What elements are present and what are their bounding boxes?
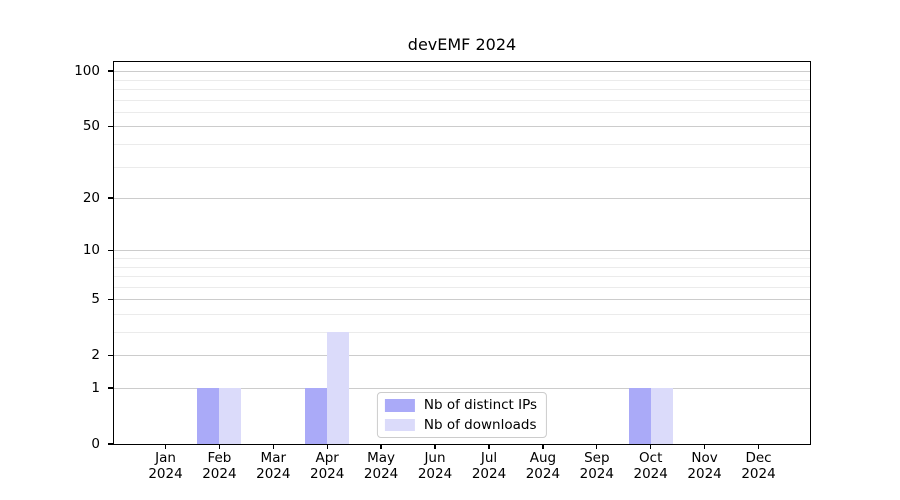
x-axis-tick	[326, 444, 328, 449]
y-axis-tick-label: 20	[82, 189, 100, 206]
gridline-minor	[114, 111, 810, 113]
legend-item-distinct-ips: Nb of distinct IPs	[384, 397, 538, 414]
x-axis-tick-label: Nov 2024	[687, 450, 722, 482]
gridline-major	[114, 355, 810, 357]
legend-swatch-downloads	[384, 418, 415, 431]
x-axis-tick	[380, 444, 382, 449]
x-axis-tick	[703, 444, 706, 449]
gridline-major	[114, 388, 810, 389]
y-axis-tick	[108, 197, 113, 199]
x-axis-tick	[434, 444, 436, 449]
gridline-minor	[114, 276, 810, 277]
y-axis-tick	[108, 298, 113, 300]
x-axis-tick-label: Dec 2024	[741, 450, 776, 482]
gridline-minor	[114, 143, 810, 145]
x-axis-tick	[596, 444, 598, 449]
x-axis-tick	[218, 444, 221, 449]
bar-downloads	[327, 332, 350, 444]
x-axis-tick-label: Aug 2024	[525, 450, 561, 482]
x-axis-tick-label: Oct 2024	[633, 450, 668, 482]
x-axis-tick	[542, 444, 544, 449]
y-axis-tick	[108, 125, 113, 127]
x-axis-tick-label: Apr 2024	[310, 450, 345, 482]
bar-downloads	[650, 388, 673, 444]
x-axis-tick	[488, 444, 490, 449]
x-axis-tick	[164, 444, 167, 449]
bar-distinct-ips	[197, 388, 220, 444]
gridline-major	[114, 71, 810, 73]
legend-label-downloads: Nb of downloads	[423, 416, 537, 433]
gridline-minor	[114, 266, 810, 268]
x-axis-tick	[757, 444, 760, 449]
gridline-minor	[114, 313, 810, 315]
x-axis-tick-label: Jan 2024	[148, 450, 183, 482]
y-axis-tick-label: 5	[91, 290, 100, 307]
x-axis-tick-label: Sep 2024	[579, 450, 614, 482]
gridline-minor	[114, 166, 810, 168]
bar-downloads	[219, 388, 242, 444]
plot-area: Nb of distinct IPs Nb of downloads	[113, 61, 811, 445]
legend-item-downloads: Nb of downloads	[384, 416, 537, 434]
gridline-minor	[114, 99, 810, 101]
x-axis-tick-label: Jun 2024	[417, 450, 453, 482]
x-axis-tick	[650, 444, 652, 449]
y-axis-tick-label: 0	[91, 435, 100, 452]
y-axis-tick	[108, 249, 113, 251]
y-axis-tick	[108, 387, 113, 389]
y-axis-tick-label: 1	[91, 379, 100, 396]
chart-title: devEMF 2024	[407, 35, 517, 54]
gridline-major	[114, 198, 810, 199]
y-axis-tick-label: 2	[91, 346, 100, 363]
gridline-minor	[114, 79, 810, 81]
y-axis-tick	[108, 354, 113, 356]
x-axis-tick-label: Jul 2024	[471, 450, 507, 482]
gridline-minor	[114, 286, 810, 288]
x-axis-tick-label: Mar 2024	[256, 450, 291, 482]
y-axis-tick-label: 10	[82, 241, 100, 258]
y-axis-tick	[108, 443, 113, 445]
legend-swatch-distinct-ips	[384, 399, 415, 412]
gridline-major	[114, 299, 810, 301]
legend: Nb of distinct IPs Nb of downloads	[376, 392, 548, 438]
y-axis-tick	[108, 70, 113, 72]
gridline-minor	[114, 332, 810, 333]
y-axis-tick-label: 100	[74, 62, 100, 79]
gridline-major	[114, 250, 810, 252]
bar-distinct-ips	[305, 388, 328, 444]
x-axis-tick-label: May 2024	[363, 450, 399, 482]
gridline-minor	[114, 88, 810, 90]
legend-label-distinct-ips: Nb of distinct IPs	[423, 397, 538, 413]
x-axis-tick	[272, 444, 274, 449]
x-axis-tick-label: Feb 2024	[202, 450, 237, 482]
gridline-minor	[114, 257, 810, 259]
y-axis-tick-label: 50	[82, 117, 100, 134]
bar-distinct-ips	[628, 388, 651, 444]
gridline-major	[114, 126, 810, 128]
